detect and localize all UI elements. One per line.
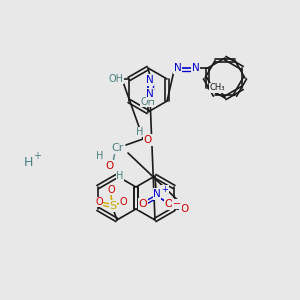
- Text: O: O: [106, 161, 114, 171]
- Text: H: H: [116, 171, 124, 181]
- Text: +: +: [33, 151, 41, 161]
- Text: O: O: [139, 199, 147, 209]
- Text: OH: OH: [140, 97, 155, 107]
- Text: CH₃: CH₃: [209, 83, 225, 92]
- Text: H: H: [23, 157, 33, 169]
- Text: Cr: Cr: [112, 143, 124, 153]
- Text: H: H: [96, 151, 104, 161]
- Text: N: N: [174, 63, 182, 73]
- Text: O: O: [144, 135, 152, 145]
- Text: N: N: [146, 89, 154, 99]
- Text: N: N: [146, 75, 154, 85]
- Text: O: O: [180, 204, 188, 214]
- Text: S: S: [109, 201, 116, 211]
- Text: O: O: [119, 197, 127, 207]
- Text: O: O: [95, 197, 103, 207]
- Text: −: −: [173, 199, 181, 209]
- Text: O: O: [165, 199, 173, 209]
- Text: OH: OH: [108, 74, 123, 84]
- Text: N: N: [153, 189, 161, 199]
- Text: N: N: [192, 63, 200, 73]
- Text: O: O: [107, 185, 115, 195]
- Text: +: +: [162, 185, 168, 194]
- Text: H: H: [136, 127, 144, 137]
